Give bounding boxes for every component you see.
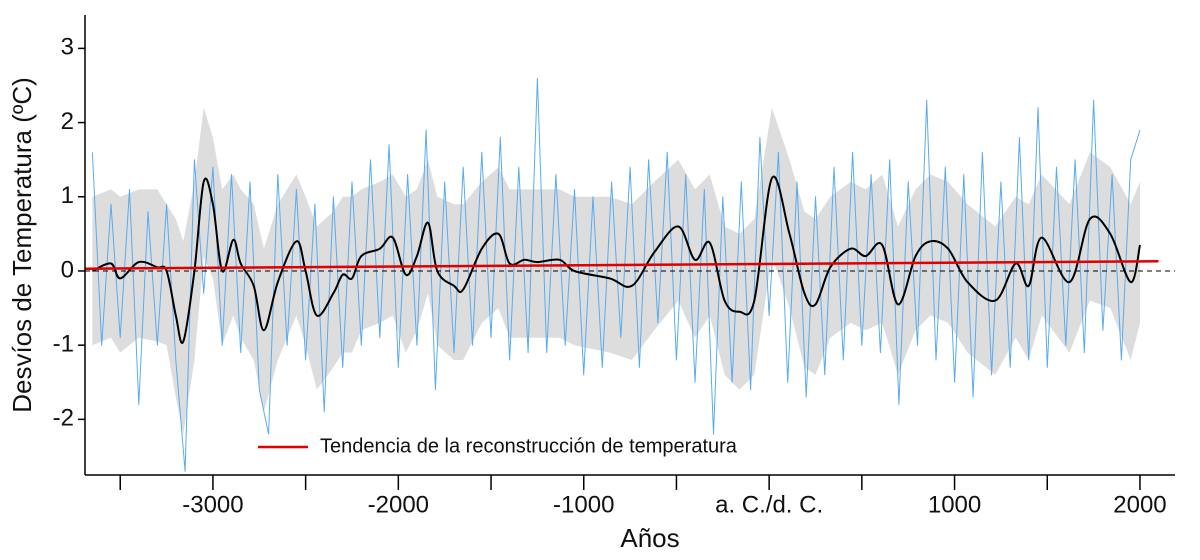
x-axis-label: Años xyxy=(620,523,679,553)
y-tick-label: -2 xyxy=(53,405,74,432)
axes: -2 -1 0 1 2 3 -3000 -2000 -1000 a. C./d. C. 1000 20… xyxy=(53,15,1175,518)
plot-area xyxy=(85,77,1175,472)
x-tick-label: 2000 xyxy=(1113,491,1166,518)
legend-label: Tendencia de la reconstrucción de temper… xyxy=(320,435,738,457)
x-tick-label: 1000 xyxy=(928,491,981,518)
y-axis-label: Desvíos de Temperatura (ºC) xyxy=(7,77,37,413)
x-tick-label: -3000 xyxy=(182,491,243,518)
series-line xyxy=(91,77,1141,472)
y-tick-label: 3 xyxy=(61,34,74,61)
y-tick-label: 0 xyxy=(61,256,74,283)
y-tick-label: 1 xyxy=(61,182,74,209)
x-tick-label: -2000 xyxy=(368,491,429,518)
series-line xyxy=(84,260,1159,270)
y-tick-label: 2 xyxy=(61,108,74,135)
y-tick-label: -1 xyxy=(53,331,74,358)
x-tick-label: a. C./d. C. xyxy=(715,491,823,518)
x-tick-label: -1000 xyxy=(553,491,614,518)
